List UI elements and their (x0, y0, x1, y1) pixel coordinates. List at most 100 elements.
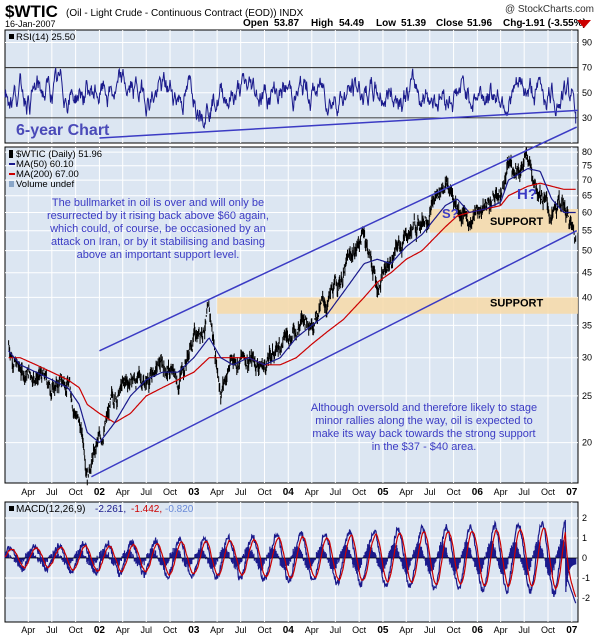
x-tick-label: Apr (210, 625, 224, 635)
x-tick-label: 05 (377, 487, 389, 498)
macd-panel: -2 -1 0 1 2 (4, 501, 590, 623)
x-tick-label: Apr (210, 487, 224, 497)
close-label: Close (436, 18, 464, 29)
high-value: 54.49 (339, 18, 364, 29)
x-tick-label: Apr (399, 487, 413, 497)
x-tick-label: Jul (235, 625, 247, 635)
note-line-4: attack on Iran, or by it stabilising and… (51, 236, 265, 248)
price-panel-frame (4, 146, 579, 484)
shoulder-mark: S? (442, 206, 459, 221)
rsi-legend-text: RSI(14) 25.50 (16, 32, 75, 43)
rsi-legend: RSI(14) 25.50 (9, 32, 75, 43)
x-tick-label: Apr (21, 625, 35, 635)
macd-tick-label: 0 (582, 553, 587, 563)
x-axes: Apr Jul Oct 02 Apr Jul Oct 03 Apr Jul Oct 04 Apr Jul O… (21, 487, 578, 636)
watermark: @ StockCharts.com (505, 4, 594, 15)
price-tick-label: 55 (582, 226, 592, 236)
rsi-line (4, 67, 577, 130)
x-tick-label: Oct (352, 487, 367, 497)
macd-signal-line (4, 527, 577, 597)
macd-tick-label: 2 (582, 513, 587, 523)
price-tick-label: 35 (582, 320, 592, 330)
x-tick-label: Jul (235, 487, 247, 497)
x-tick-label: 07 (566, 487, 578, 498)
note-line-2: resurrected by it rising back above $60 … (47, 210, 269, 222)
bull-market-note: The bullmarket in oil is over and will o… (47, 197, 269, 261)
price-tick-label: 25 (582, 391, 592, 401)
x-tick-label: 03 (188, 487, 200, 498)
rsi-trend-line (99, 109, 579, 139)
note-line-3: which could, of course, be occasioned by… (49, 223, 266, 235)
rsi-tick-label: 90 (582, 38, 592, 48)
forecast-line-1: Although oversold and therefore likely t… (311, 402, 537, 414)
x-tick-label: Oct (163, 625, 178, 635)
x-tick-label: 02 (94, 487, 106, 498)
quote-bar: Open 53.87 High 54.49 Low 51.39 Close 51… (243, 18, 586, 29)
price-tick-label: 60 (582, 207, 592, 217)
x-tick-label: Apr (305, 625, 319, 635)
x-tick-label: 07 (566, 625, 578, 636)
x-tick-label: Oct (257, 625, 272, 635)
x-tick-label: Oct (447, 625, 462, 635)
macd-tick-label: -2 (582, 593, 590, 603)
x-tick-label: Jul (330, 487, 342, 497)
price-tick-label: 45 (582, 268, 592, 278)
x-tick-label: Oct (352, 625, 367, 635)
price-tick-label: 65 (582, 191, 592, 201)
rsi-tick-label: 50 (582, 88, 592, 98)
x-tick-label: Apr (494, 625, 508, 635)
macd-tick-label: 1 (582, 533, 587, 543)
x-tick-label: Apr (116, 487, 130, 497)
price-panel: 20 25 30 35 40 45 50 55 60 65 70 75 80 SUPPORT SUPPORT… (4, 126, 592, 486)
forecast-line-3: make its way back towards the strong sup… (312, 428, 535, 440)
x-tick-label: Jul (330, 625, 342, 635)
rsi-tick-label: 30 (582, 113, 592, 123)
x-tick-label: Apr (116, 625, 130, 635)
ma50-line (8, 167, 576, 443)
x-tick-label: Jul (518, 487, 530, 497)
x-tick-label: Jul (46, 487, 58, 497)
x-tick-label: 02 (94, 625, 106, 636)
x-tick-label: Oct (541, 487, 556, 497)
price-tick-label: 20 (582, 438, 592, 448)
macd-legend: MACD(12,26,9) -2.261, -1.442, -0.820 (9, 504, 194, 515)
price-legend-ma200: MA(200) 67.00 (16, 169, 79, 180)
trend-channel-upper (99, 126, 578, 352)
macd-tick-label: -1 (582, 573, 590, 583)
x-tick-label: Apr (494, 487, 508, 497)
support-forecast-note: Although oversold and therefore likely t… (311, 402, 537, 453)
price-tick-label: 75 (582, 161, 592, 171)
x-tick-label: Jul (46, 625, 58, 635)
x-tick-label: Oct (69, 487, 84, 497)
x-tick-label: 06 (472, 625, 484, 636)
forecast-line-2: minor rallies along the way, oil is expe… (315, 415, 532, 427)
head-mark: H? (517, 186, 537, 203)
x-tick-label: Apr (305, 487, 319, 497)
chart-description: (Oil - Light Crude - Continuous Contract… (66, 8, 304, 19)
x-tick-label: Oct (163, 487, 178, 497)
macd-line (4, 519, 577, 604)
macd-legend-value: -2.261, (95, 504, 126, 515)
price-legend: $WTIC (Daily) 51.96 MA(50) 60.10 MA(200)… (9, 149, 102, 190)
rsi-panel: 30 50 70 90 (4, 29, 592, 144)
x-tick-label: Oct (257, 487, 272, 497)
x-tick-label: Jul (424, 625, 436, 635)
note-line-1: The bullmarket in oil is over and will o… (52, 197, 264, 209)
six-year-chart-label: 6-year Chart (16, 122, 110, 139)
x-tick-label: 03 (188, 625, 200, 636)
x-tick-label: 06 (472, 487, 484, 498)
macd-legend-histogram: -0.820 (165, 504, 194, 515)
chart-symbol: $WTIC (5, 2, 58, 21)
high-label: High (311, 18, 333, 29)
support-zone (217, 297, 578, 314)
note-line-5: above an important support level. (77, 249, 240, 261)
forecast-line-4: in the $37 - $40 area. (372, 441, 477, 453)
support-label-upper: SUPPORT (490, 216, 543, 228)
low-label: Low (376, 18, 396, 29)
price-tick-label: 30 (582, 353, 592, 363)
price-legend-wtic: $WTIC (Daily) 51.96 (16, 149, 102, 160)
x-tick-label: 04 (283, 487, 295, 498)
price-tick-label: 50 (582, 246, 592, 256)
chg-value: -1.91 (-3.55%) (522, 18, 586, 29)
macd-legend-name: MACD(12,26,9) (16, 504, 85, 515)
